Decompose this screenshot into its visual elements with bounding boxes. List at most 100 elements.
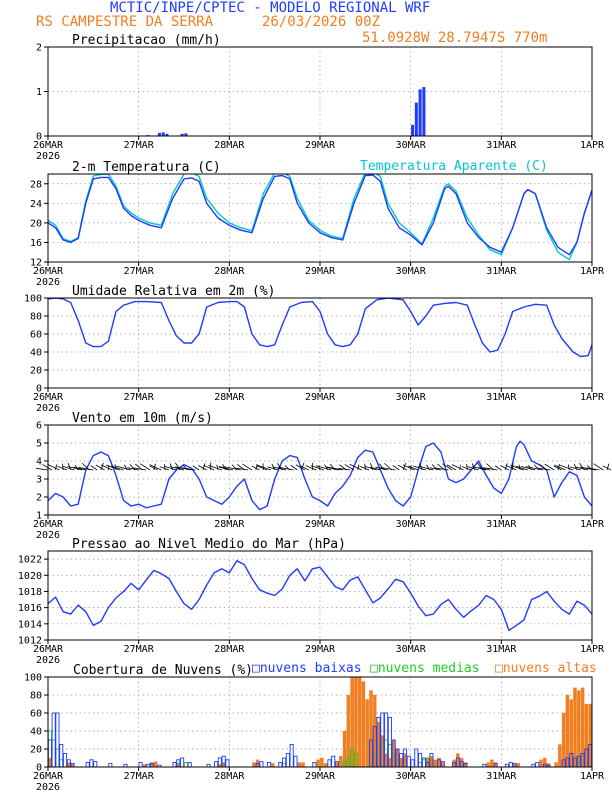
wind-ytick-label: 2 <box>36 493 42 504</box>
cloud-bar-baixas <box>384 712 389 767</box>
wind-series-line <box>48 440 592 511</box>
precip-ytick-label: 2 <box>36 43 42 54</box>
wind-ytick-label: 6 <box>36 421 42 432</box>
wind-barb <box>55 464 57 471</box>
cloud-bar-baixas <box>138 762 143 767</box>
cloud-bar-altas <box>354 677 358 767</box>
clouds-ytick-label: 0 <box>36 763 42 774</box>
clouds-xtick-label: 27MAR <box>124 771 155 782</box>
wind-barb <box>553 465 562 471</box>
temp-ytick-label: 16 <box>30 238 42 249</box>
cloud-bar-altas <box>153 761 158 767</box>
wind-barb <box>100 464 113 471</box>
wind-barb <box>525 466 543 471</box>
wind-ytick-label: 1 <box>36 511 42 522</box>
wind-panel-title: Vento em 10m (m/s) <box>72 411 213 426</box>
cloud-bar-baixas <box>368 739 374 767</box>
slp-xtick-label: 28MAR <box>214 644 245 655</box>
slp-panel: 1012 1014 1016 1018 1020 1022 26MAR 27MAR 28MAR 2… <box>18 537 605 666</box>
slp-xtick-label: 27MAR <box>124 644 155 655</box>
slp-ytick-label: 1018 <box>18 587 42 598</box>
wind-barb <box>364 465 377 471</box>
cloud-bar-medias <box>59 759 64 767</box>
cloud-bar-baixas <box>418 753 423 767</box>
cloud-legend-mid-marker: □ <box>370 661 378 676</box>
wind-barb <box>397 464 408 471</box>
slp-ytick-label: 1012 <box>18 636 42 647</box>
wind-barb <box>219 466 230 471</box>
cloud-bar-baixas <box>157 764 162 767</box>
rh-panel: 0 20 40 60 80 100 26MAR 27MAR 28MAR 29MAR 30MAR 31M… <box>24 284 605 414</box>
wind-barb <box>500 465 510 471</box>
precip-xtick-label: 27MAR <box>124 140 155 151</box>
slp-plot-area <box>48 560 592 631</box>
rh-xtick-label: 30MAR <box>396 392 427 403</box>
cloud-bar-baixas <box>255 762 260 767</box>
wind-barb <box>515 465 528 471</box>
cloud-bar-baixas <box>535 762 540 767</box>
temp-frame <box>47 173 593 263</box>
precip-bar <box>157 132 161 136</box>
cloud-bar-baixas <box>569 753 574 767</box>
wind-barb <box>494 465 502 471</box>
wind-barb <box>537 467 551 471</box>
cloud-bar-altas <box>339 756 343 767</box>
cloud-bar-altas <box>558 744 562 767</box>
temp-xtick-label: 29MAR <box>305 266 336 277</box>
wind-barb <box>359 465 370 471</box>
wind-barb <box>95 464 105 471</box>
cloud-bar-baixas <box>591 753 592 767</box>
cloud-bar-baixas <box>391 739 396 767</box>
cloud-bar-medias <box>418 762 423 767</box>
cloud-bar-baixas <box>421 757 426 767</box>
temp-series-line <box>48 174 592 256</box>
cloud-bar-altas <box>335 762 339 767</box>
precip-panel-title: Precipitacao (mm/h) <box>72 33 221 48</box>
cloud-bar-altas <box>490 759 494 767</box>
slp-year-label: 2026 <box>36 655 60 666</box>
temp-ytick-label: 28 <box>30 179 42 190</box>
cloud-bar-baixas <box>93 761 98 767</box>
wind-barb <box>140 463 151 471</box>
precip-xtick-label: 1APR <box>580 140 605 151</box>
cloud-bar-baixas <box>331 755 336 767</box>
wind-barb <box>467 466 479 471</box>
cloud-bar-altas <box>403 753 407 767</box>
cloud-bar-baixas <box>395 748 400 767</box>
wind-barb <box>67 465 83 471</box>
cloud-bar-baixas <box>600 763 603 768</box>
precip-plot-area <box>59 87 426 136</box>
wind-plot-area <box>48 440 592 511</box>
cloud-bar-baixas <box>546 764 551 767</box>
clouds-frame <box>47 676 593 768</box>
wind-barb <box>267 466 279 471</box>
rh-frame <box>47 297 593 389</box>
wind-barb <box>461 466 472 471</box>
precip-xtick-label: 29MAR <box>305 140 336 151</box>
cloud-bar-baixas <box>376 717 381 767</box>
temp-plot-area <box>48 174 592 261</box>
cloud-bar-altas <box>48 757 52 767</box>
wind-barb <box>202 463 206 471</box>
rh-xtick-label: 27MAR <box>124 392 155 403</box>
wind-barb <box>251 465 260 471</box>
cloud-bar-baixas <box>402 748 408 767</box>
wind-barb <box>349 463 362 471</box>
wind-barb <box>277 466 294 471</box>
wind-barb <box>216 464 219 471</box>
wind-barb <box>442 463 453 471</box>
wind-barb <box>62 463 64 471</box>
wind-barb <box>569 466 581 471</box>
wind-barb <box>402 462 406 471</box>
wind-barb <box>370 466 381 471</box>
temp-xtick-label: 31MAR <box>486 266 517 277</box>
cloud-bar-medias <box>55 748 60 767</box>
cloud-bar-baixas <box>372 726 377 767</box>
cloud-legend-high-label: nuvens altas <box>503 661 597 676</box>
run-time: 26/03/2026 00Z <box>262 14 380 30</box>
cloud-bar-baixas <box>584 748 589 767</box>
clouds-panel-title: Cobertura de Nuvens (%) <box>73 663 253 678</box>
rh-series-line <box>48 298 592 358</box>
slp-ytick-label: 1020 <box>18 571 42 582</box>
wind-barb <box>466 464 468 471</box>
